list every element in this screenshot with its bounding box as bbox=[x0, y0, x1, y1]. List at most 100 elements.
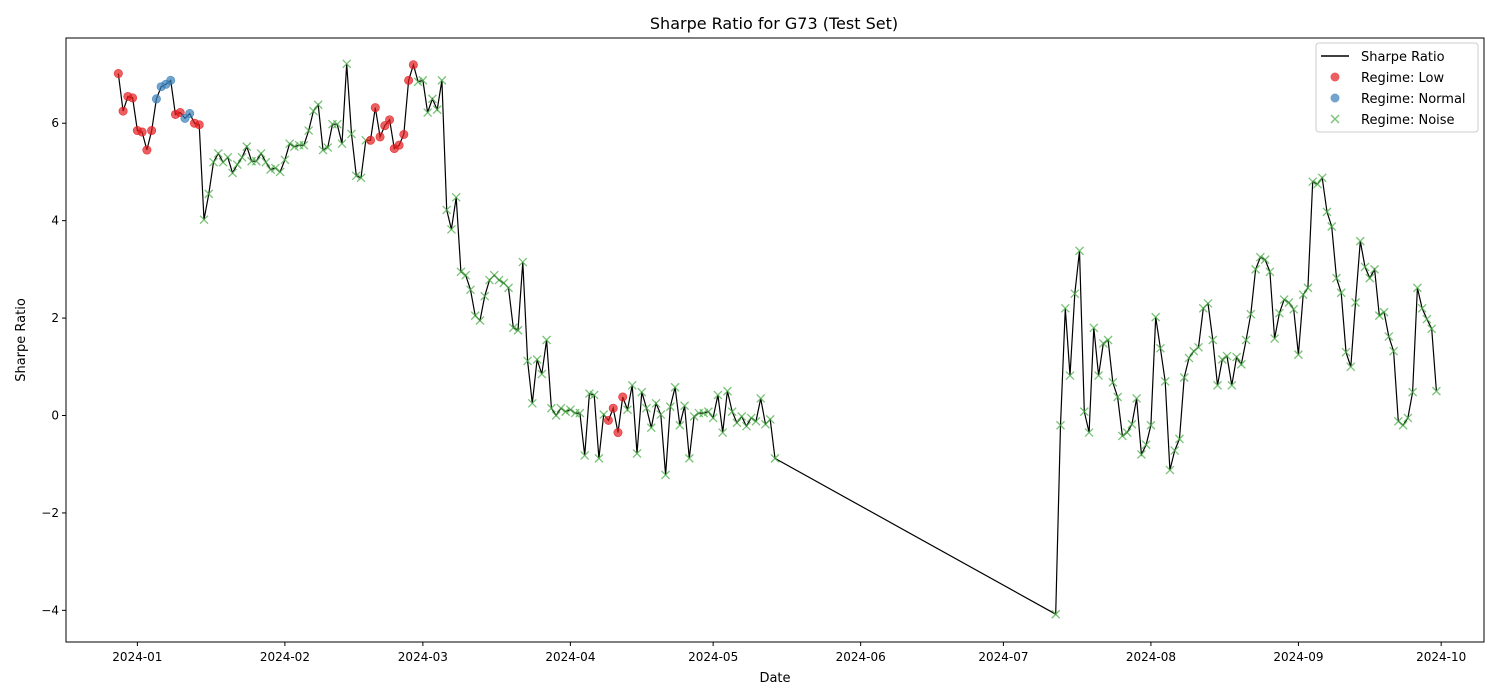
noise-marker bbox=[546, 403, 556, 413]
axes-frame bbox=[65, 37, 1485, 643]
noise-marker bbox=[332, 119, 342, 129]
noise-marker bbox=[504, 283, 513, 293]
noise-marker bbox=[480, 291, 490, 301]
legend-circle-swatch bbox=[1330, 72, 1340, 82]
noise-marker bbox=[551, 411, 561, 420]
noise-marker bbox=[1279, 295, 1289, 305]
noise-marker bbox=[642, 403, 651, 413]
noise-marker bbox=[1341, 347, 1351, 357]
noise-marker bbox=[1408, 387, 1418, 397]
noise-marker bbox=[532, 355, 542, 364]
noise-marker bbox=[456, 267, 466, 277]
y-axis-title: Sharpe Ratio bbox=[14, 298, 29, 382]
low-marker bbox=[404, 75, 414, 85]
noise-marker bbox=[523, 356, 533, 366]
noise-marker bbox=[313, 100, 323, 110]
noise-marker bbox=[1151, 312, 1161, 322]
noise-marker bbox=[1232, 352, 1242, 362]
normal-marker bbox=[151, 94, 161, 104]
noise-marker bbox=[213, 148, 223, 158]
noise-marker bbox=[1213, 380, 1222, 390]
noise-marker bbox=[1398, 420, 1408, 430]
noise-marker bbox=[1179, 373, 1189, 382]
low-marker bbox=[394, 140, 404, 150]
noise-marker bbox=[209, 157, 218, 167]
legend-item: Regime: Normal bbox=[1330, 92, 1466, 107]
noise-marker bbox=[1241, 335, 1251, 345]
noise-marker bbox=[1122, 428, 1132, 438]
low-marker bbox=[375, 132, 385, 142]
noise-marker bbox=[427, 94, 437, 104]
noise-marker bbox=[656, 410, 666, 419]
noise-marker bbox=[1079, 407, 1089, 417]
noise-marker bbox=[1412, 283, 1422, 293]
noise-marker bbox=[1084, 428, 1094, 438]
noise-marker bbox=[351, 171, 361, 181]
low-marker bbox=[128, 93, 138, 103]
noise-marker bbox=[423, 108, 433, 117]
noise-marker bbox=[1427, 324, 1437, 334]
noise-marker bbox=[285, 139, 295, 149]
noise-marker bbox=[661, 470, 671, 480]
noise-marker bbox=[1246, 309, 1256, 319]
legend-item: Sharpe Ratio bbox=[1321, 50, 1445, 65]
noise-marker bbox=[680, 401, 690, 411]
noise-marker bbox=[1374, 311, 1384, 321]
noise-marker bbox=[356, 173, 366, 183]
noise-marker bbox=[1365, 273, 1375, 283]
noise-marker bbox=[575, 408, 585, 418]
noise-marker bbox=[675, 420, 685, 430]
x-tick-label: 2024-03 bbox=[398, 650, 448, 664]
noise-marker bbox=[589, 390, 599, 400]
noise-marker bbox=[1312, 179, 1322, 189]
noise-marker bbox=[242, 142, 252, 152]
noise-marker bbox=[299, 140, 309, 150]
noise-marker bbox=[475, 316, 485, 325]
noise-marker bbox=[513, 325, 523, 335]
low-marker bbox=[408, 60, 418, 70]
noise-marker bbox=[1136, 450, 1146, 459]
noise-marker bbox=[684, 453, 694, 463]
legend-circle-swatch bbox=[1330, 93, 1340, 103]
x-tick-label: 2024-06 bbox=[836, 650, 886, 664]
legend-label: Sharpe Ratio bbox=[1361, 50, 1445, 65]
noise-marker bbox=[1265, 267, 1275, 277]
noise-marker bbox=[632, 449, 642, 458]
noise-marker bbox=[732, 418, 742, 428]
noise-marker bbox=[727, 407, 737, 417]
noise-marker bbox=[342, 59, 352, 69]
noise-marker bbox=[1075, 246, 1084, 256]
low-marker bbox=[399, 129, 409, 139]
noise-marker bbox=[308, 106, 318, 116]
noise-marker bbox=[494, 275, 504, 285]
noise-marker bbox=[1351, 298, 1360, 307]
low-marker bbox=[194, 120, 204, 130]
low-marker bbox=[603, 415, 613, 425]
noise-marker bbox=[1175, 434, 1184, 444]
noise-marker bbox=[542, 335, 552, 345]
noise-marker bbox=[1146, 420, 1156, 430]
y-axis: −4 −2 0 2 4 6 bbox=[41, 116, 66, 617]
low-marker bbox=[118, 106, 128, 116]
noise-marker bbox=[1203, 299, 1213, 308]
noise-marker bbox=[1222, 351, 1232, 361]
noise-marker bbox=[765, 414, 775, 424]
noise-marker bbox=[703, 407, 713, 417]
noise-marker bbox=[1251, 264, 1261, 274]
noise-marker bbox=[1293, 350, 1303, 360]
x-tick-label: 2024-07 bbox=[978, 650, 1028, 664]
noise-marker bbox=[1194, 342, 1203, 352]
noise-marker bbox=[1051, 609, 1061, 619]
noise-marker bbox=[527, 398, 537, 408]
noise-marker bbox=[623, 405, 632, 415]
noise-marker bbox=[1308, 177, 1318, 187]
noise-marker bbox=[1431, 386, 1441, 396]
noise-marker bbox=[1384, 332, 1394, 342]
noise-marker bbox=[1227, 380, 1237, 390]
regime-markers bbox=[113, 59, 1441, 619]
chart-title: Sharpe Ratio for G73 (Test Set) bbox=[650, 14, 898, 33]
noise-marker bbox=[670, 382, 680, 392]
noise-marker bbox=[722, 386, 732, 396]
noise-marker bbox=[1327, 222, 1337, 231]
